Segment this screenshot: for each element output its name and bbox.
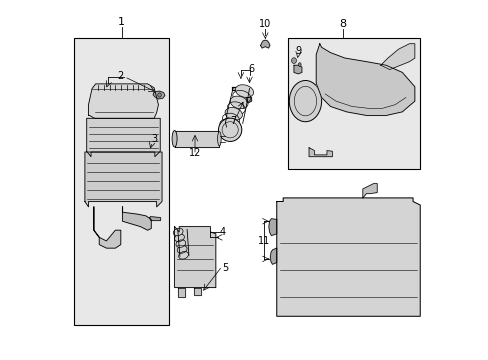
Text: 3: 3 [151,134,157,144]
Bar [287,39,419,169]
Text: 8: 8 [339,19,346,29]
Polygon shape [88,84,158,118]
Polygon shape [270,248,276,264]
Polygon shape [153,91,164,99]
Text: 5: 5 [222,263,228,273]
Polygon shape [231,87,249,90]
Polygon shape [276,198,419,316]
Polygon shape [268,219,276,235]
Ellipse shape [172,131,177,147]
Polygon shape [174,131,219,147]
Ellipse shape [218,118,241,141]
Bar [74,39,169,325]
Polygon shape [174,226,215,288]
Polygon shape [86,118,160,157]
Ellipse shape [298,63,301,66]
Polygon shape [308,148,332,157]
Polygon shape [122,207,151,230]
Polygon shape [194,288,201,295]
Ellipse shape [230,96,247,109]
Ellipse shape [224,108,242,120]
Polygon shape [260,40,269,48]
Text: 9: 9 [295,46,301,56]
Polygon shape [246,98,251,103]
Text: 7: 7 [230,116,236,126]
Text: 2: 2 [118,71,123,81]
Polygon shape [178,288,185,297]
Polygon shape [380,44,414,69]
Ellipse shape [158,93,161,97]
Ellipse shape [176,240,185,247]
Ellipse shape [173,228,183,236]
Text: 12: 12 [188,148,201,158]
Polygon shape [293,65,301,74]
Ellipse shape [235,85,253,98]
Text: 1: 1 [118,17,125,27]
Text: 6: 6 [248,64,254,74]
Ellipse shape [178,252,188,259]
Text: 10: 10 [259,19,271,29]
Text: 4: 4 [220,227,225,237]
Ellipse shape [289,81,321,122]
Polygon shape [362,184,376,198]
Ellipse shape [220,119,236,131]
Ellipse shape [217,132,221,146]
Polygon shape [94,207,121,248]
Polygon shape [149,217,160,221]
Polygon shape [85,152,162,207]
Text: 11: 11 [258,236,270,246]
Polygon shape [316,44,414,116]
Ellipse shape [291,58,296,63]
